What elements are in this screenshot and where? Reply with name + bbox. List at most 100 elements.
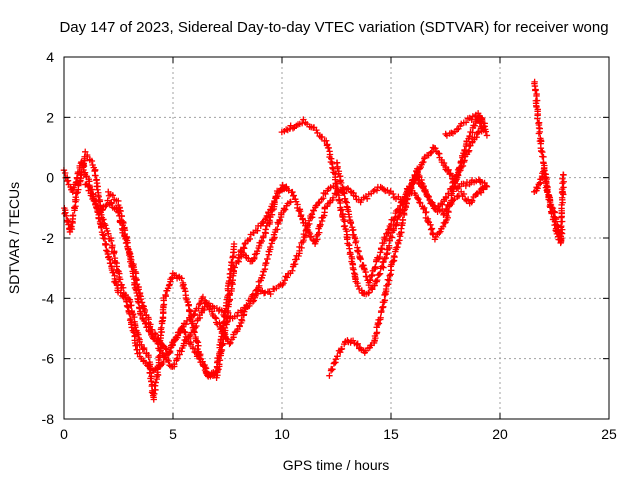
data-point-marker bbox=[421, 204, 428, 212]
data-point-marker bbox=[534, 185, 541, 192]
data-point-marker bbox=[171, 360, 178, 368]
data-point-marker bbox=[259, 220, 266, 227]
data-point-marker bbox=[342, 198, 349, 205]
data-point-marker bbox=[212, 368, 220, 376]
data-point-marker bbox=[195, 301, 203, 308]
data-point-marker bbox=[380, 264, 387, 271]
data-point-marker bbox=[158, 318, 166, 325]
data-point-marker bbox=[122, 291, 129, 299]
data-point-marker bbox=[109, 243, 116, 251]
data-point-marker bbox=[482, 182, 490, 189]
data-point-marker bbox=[327, 184, 334, 191]
data-point-marker bbox=[195, 342, 202, 349]
data-point-marker bbox=[162, 345, 169, 352]
data-point-marker bbox=[289, 267, 296, 274]
series-sat-i bbox=[442, 110, 488, 139]
data-point-marker bbox=[68, 223, 75, 230]
data-point-marker bbox=[199, 293, 207, 301]
data-point-marker bbox=[251, 294, 259, 301]
data-point-marker bbox=[439, 223, 447, 230]
data-point-marker bbox=[378, 263, 386, 270]
data-point-marker bbox=[147, 328, 154, 335]
data-point-marker bbox=[246, 302, 253, 310]
data-point-marker bbox=[532, 87, 539, 94]
data-point-marker bbox=[104, 197, 111, 204]
series-sat-c bbox=[82, 180, 238, 403]
data-point-marker bbox=[427, 226, 435, 233]
data-point-marker bbox=[559, 175, 566, 182]
data-point-marker bbox=[346, 213, 353, 221]
data-point-marker bbox=[395, 212, 403, 220]
data-point-marker bbox=[546, 197, 554, 204]
data-point-marker bbox=[283, 274, 291, 281]
data-point-marker bbox=[316, 229, 323, 236]
y-tick-label: 4 bbox=[46, 49, 54, 65]
data-point-marker bbox=[162, 293, 170, 300]
data-point-marker bbox=[353, 341, 360, 348]
data-point-marker bbox=[418, 179, 425, 186]
data-point-marker bbox=[462, 182, 470, 190]
axis-ticks: 0 5 10 15 20 25 -8 -6 -4 -2 0 2 4 bbox=[42, 49, 617, 442]
data-point-marker bbox=[542, 184, 550, 191]
data-point-marker bbox=[264, 255, 271, 263]
data-point-marker bbox=[165, 357, 172, 365]
data-point-marker bbox=[166, 348, 173, 356]
data-point-marker bbox=[166, 281, 173, 288]
data-point-marker bbox=[354, 282, 362, 290]
data-point-marker bbox=[443, 212, 451, 220]
data-point-marker bbox=[414, 165, 421, 172]
data-point-marker bbox=[225, 277, 233, 285]
data-point-marker bbox=[185, 302, 192, 309]
data-point-marker bbox=[266, 217, 273, 224]
data-point-marker bbox=[445, 166, 452, 174]
data-point-marker bbox=[238, 308, 246, 316]
data-point-marker bbox=[99, 206, 106, 213]
data-point-marker bbox=[185, 333, 193, 340]
data-point-marker bbox=[108, 200, 115, 207]
data-point-marker bbox=[226, 340, 233, 348]
data-point-marker bbox=[374, 276, 381, 284]
data-point-marker bbox=[428, 225, 436, 232]
data-point-marker bbox=[117, 207, 124, 215]
data-point-marker bbox=[140, 346, 148, 353]
data-point-marker bbox=[429, 199, 436, 206]
data-point-marker bbox=[534, 115, 541, 122]
y-tick-label: -4 bbox=[42, 290, 55, 306]
data-point-marker bbox=[545, 193, 552, 200]
data-point-marker bbox=[410, 177, 418, 184]
data-point-marker bbox=[440, 211, 447, 218]
data-point-marker bbox=[442, 193, 450, 201]
data-point-marker bbox=[178, 324, 185, 332]
data-point-marker bbox=[453, 126, 461, 133]
data-point-marker bbox=[481, 120, 488, 127]
data-point-marker bbox=[251, 254, 258, 262]
data-point-marker bbox=[468, 116, 475, 123]
data-point-marker bbox=[109, 192, 116, 199]
data-point-marker bbox=[541, 174, 549, 181]
data-point-marker bbox=[71, 204, 78, 211]
data-point-marker bbox=[93, 177, 100, 184]
data-point-marker bbox=[341, 222, 349, 230]
data-point-marker bbox=[378, 307, 385, 315]
x-tick-label: 25 bbox=[601, 426, 617, 442]
data-point-marker bbox=[324, 141, 331, 148]
chart-title: Day 147 of 2023, Sidereal Day-to-day VTE… bbox=[59, 19, 608, 36]
data-point-marker bbox=[464, 196, 472, 203]
data-point-marker bbox=[357, 256, 364, 263]
data-point-marker bbox=[478, 116, 486, 123]
data-point-marker bbox=[400, 207, 408, 214]
data-point-marker bbox=[337, 349, 344, 356]
data-point-marker bbox=[200, 363, 207, 370]
data-point-marker bbox=[110, 250, 117, 257]
data-point-marker bbox=[267, 243, 274, 251]
data-point-marker bbox=[417, 199, 424, 207]
data-point-marker bbox=[540, 173, 548, 180]
data-point-marker bbox=[299, 216, 306, 223]
data-point-marker bbox=[163, 356, 171, 364]
data-point-marker bbox=[64, 177, 72, 184]
data-point-marker bbox=[560, 184, 567, 191]
data-point-marker bbox=[147, 366, 154, 373]
data-point-marker bbox=[231, 264, 239, 271]
data-point-marker bbox=[322, 190, 329, 198]
data-point-marker bbox=[372, 263, 379, 271]
